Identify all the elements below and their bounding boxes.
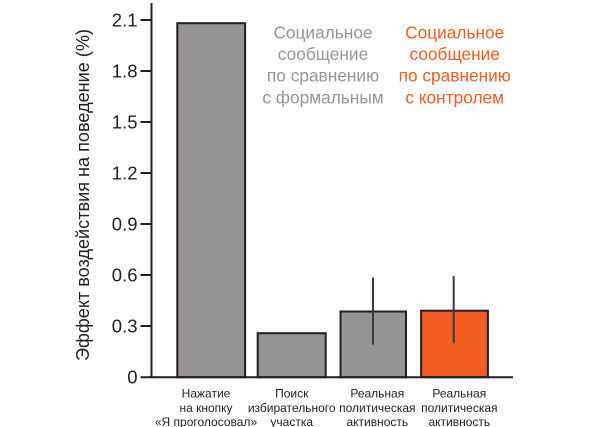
- svg-text:1.5: 1.5: [112, 112, 138, 133]
- svg-text:политическая: политическая: [421, 401, 497, 415]
- svg-text:Эффект воздействия на поведени: Эффект воздействия на поведение (%): [73, 29, 93, 361]
- svg-text:политическая: политическая: [339, 401, 415, 415]
- svg-text:0.3: 0.3: [112, 316, 138, 337]
- svg-text:1.8: 1.8: [112, 61, 138, 82]
- svg-text:активность: активность: [346, 415, 408, 427]
- svg-text:с контролем: с контролем: [405, 87, 504, 107]
- svg-text:«Я проголосовал»: «Я проголосовал»: [155, 415, 258, 427]
- svg-text:Социальное: Социальное: [405, 22, 504, 42]
- svg-text:Реальная: Реальная: [432, 387, 486, 401]
- svg-text:участка: участка: [270, 415, 313, 427]
- svg-text:Нажатие: Нажатие: [182, 387, 231, 401]
- svg-text:по сравнению: по сравнению: [267, 66, 379, 86]
- svg-text:0.6: 0.6: [112, 265, 138, 286]
- svg-text:1.2: 1.2: [112, 163, 138, 184]
- svg-text:сообщение: сообщение: [409, 44, 499, 64]
- svg-text:избирательного: избирательного: [248, 401, 336, 415]
- svg-text:сообщение: сообщение: [278, 44, 368, 64]
- svg-text:Социальное: Социальное: [273, 22, 372, 42]
- svg-text:0.9: 0.9: [112, 214, 138, 235]
- svg-text:2.1: 2.1: [112, 10, 138, 31]
- svg-text:с формальным: с формальным: [262, 87, 383, 107]
- svg-text:Поиск: Поиск: [275, 387, 309, 401]
- svg-text:по сравнению: по сравнению: [399, 66, 511, 86]
- svg-text:активность: активность: [428, 415, 490, 427]
- svg-text:0: 0: [127, 367, 137, 388]
- svg-text:на кнопку: на кнопку: [179, 401, 232, 415]
- svg-text:Реальная: Реальная: [350, 387, 404, 401]
